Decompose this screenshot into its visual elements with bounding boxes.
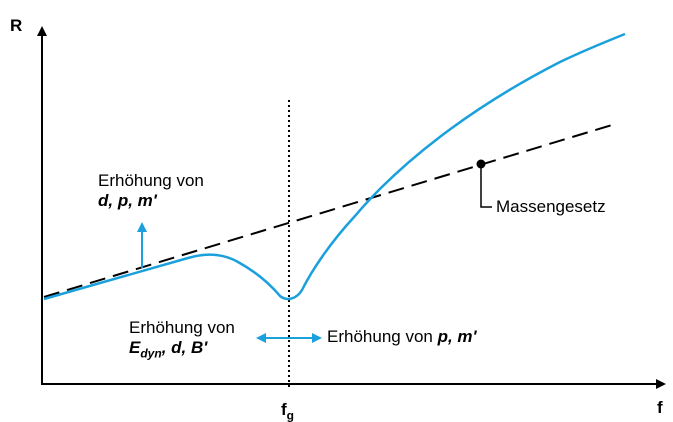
y-axis-label: R — [10, 16, 23, 35]
mass-law-leader — [480, 164, 492, 208]
annotation-right: Erhöhung von p, m' — [327, 327, 477, 347]
critical-frequency-tick: fg — [281, 400, 294, 422]
mass-law-line — [43, 124, 613, 298]
annotation-top-left-line2: d, p, m' — [98, 191, 157, 210]
annotation-bottom-left-line1: Erhöhung von — [129, 318, 235, 337]
annotation-top-left-line1: Erhöhung von — [98, 171, 204, 190]
bottom-left-vars: , d, B' — [161, 338, 208, 357]
annotation-bottom-left: Erhöhung von Edyn, d, B' — [129, 318, 235, 363]
edyn-symbol: E — [129, 338, 141, 357]
annotation-top-left: Erhöhung von d, p, m' — [98, 171, 204, 211]
tick-sub: g — [286, 408, 295, 422]
annotation-right-vars: p, m' — [437, 327, 477, 346]
transmission-loss-curve — [43, 32, 626, 301]
edyn-subscript: dyn — [140, 346, 162, 361]
tick-main: f — [281, 400, 287, 419]
annotation-right-prefix: Erhöhung von — [327, 327, 438, 346]
annotation-bottom-left-line2: Edyn, d, B' — [129, 338, 235, 363]
mass-law-label: Massengesetz — [496, 197, 606, 216]
x-axis-label: f — [657, 398, 663, 417]
